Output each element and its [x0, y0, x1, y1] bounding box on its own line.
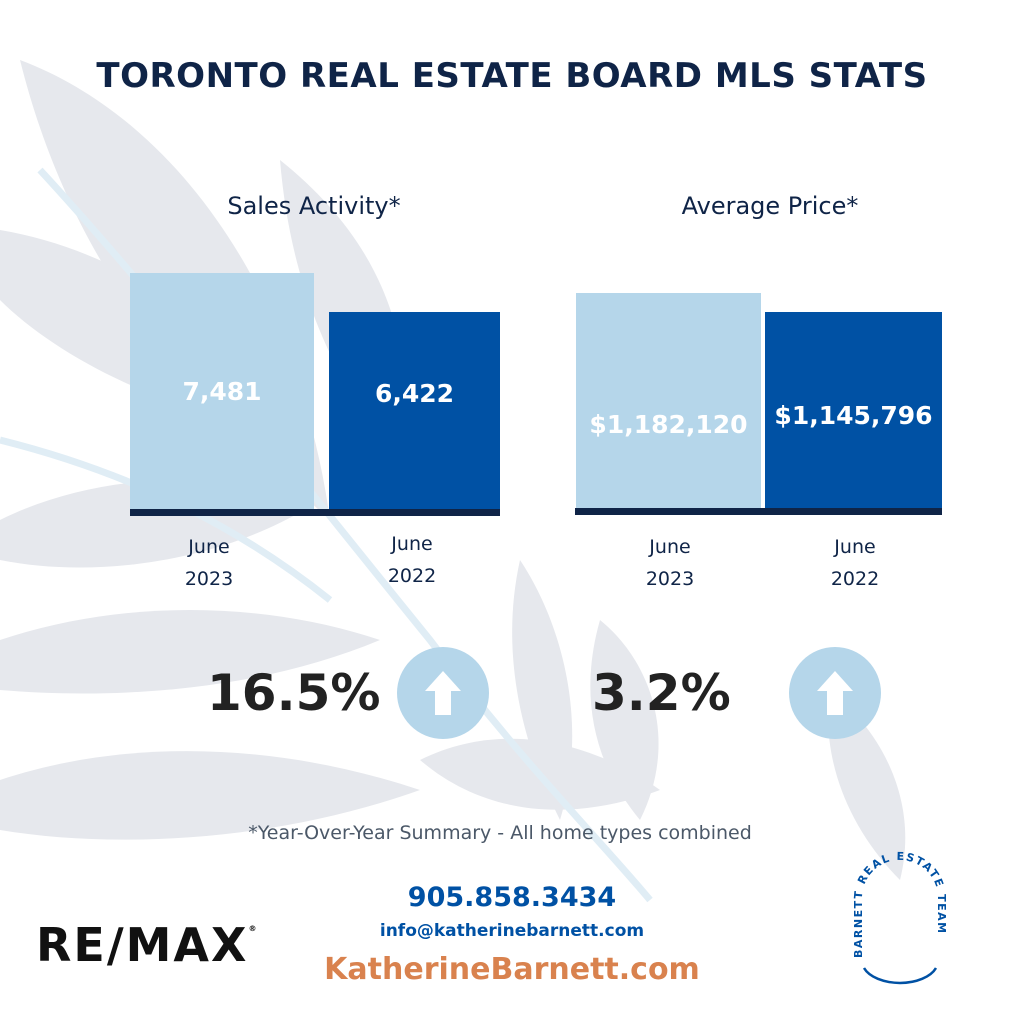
bar-sales-june-2023: 7,481 — [130, 273, 314, 509]
sales-activity-title: Sales Activity* — [227, 192, 401, 220]
phone-number[interactable]: 905.858.3434 — [407, 882, 617, 913]
bar-value: $1,182,120 — [589, 410, 748, 439]
page-title: TORONTO REAL ESTATE BOARD MLS STATS — [96, 56, 928, 96]
barnett-team-logo: BARNETT REAL ESTATE TEAM — [852, 850, 948, 985]
x-label-price-2023: June 2023 — [610, 531, 730, 595]
x-label-year: 2023 — [184, 568, 234, 590]
x-label-month: June — [834, 536, 876, 558]
x-label-month: June — [188, 536, 230, 558]
bar-value: 6,422 — [374, 379, 455, 408]
team-logo-text: BARNETT REAL ESTATE TEAM — [852, 850, 947, 958]
sales-up-arrow-badge — [397, 647, 489, 739]
x-label-sales-2022: June 2022 — [352, 528, 472, 592]
remax-logo: RE/MAX® — [36, 918, 257, 972]
x-label-year: 2022 — [387, 565, 437, 587]
bar-sales-june-2022: 6,422 — [329, 312, 500, 509]
bar-price-june-2022: $1,145,796 — [765, 312, 942, 508]
x-label-price-2022: June 2022 — [795, 531, 915, 595]
price-change-percent: 3.2% — [592, 664, 731, 722]
arrow-up-icon — [817, 671, 853, 715]
footnote: *Year-Over-Year Summary - All home types… — [248, 822, 752, 844]
bar-value: 7,481 — [182, 376, 262, 406]
website-link[interactable]: KatherineBarnett.com — [324, 952, 700, 987]
sales-chart-baseline — [130, 509, 500, 516]
bar-price-june-2023: $1,182,120 — [576, 293, 761, 508]
registered-mark: ® — [248, 924, 257, 933]
price-chart-baseline — [575, 508, 942, 515]
x-label-month: June — [391, 533, 433, 555]
x-label-month: June — [649, 536, 691, 558]
arrow-up-icon — [425, 671, 461, 715]
svg-text:BARNETT REAL ESTATE TEAM: BARNETT REAL ESTATE TEAM — [852, 850, 948, 958]
sales-change-percent: 16.5% — [207, 664, 381, 722]
remax-wordmark: RE/MAX — [36, 918, 249, 972]
email-link[interactable]: info@katherinebarnett.com — [379, 921, 645, 941]
x-label-sales-2023: June 2023 — [149, 531, 269, 595]
x-label-year: 2023 — [645, 568, 695, 590]
price-up-arrow-badge — [789, 647, 881, 739]
x-label-year: 2022 — [830, 568, 880, 590]
average-price-title: Average Price* — [681, 192, 859, 220]
bar-value: $1,145,796 — [774, 400, 933, 430]
